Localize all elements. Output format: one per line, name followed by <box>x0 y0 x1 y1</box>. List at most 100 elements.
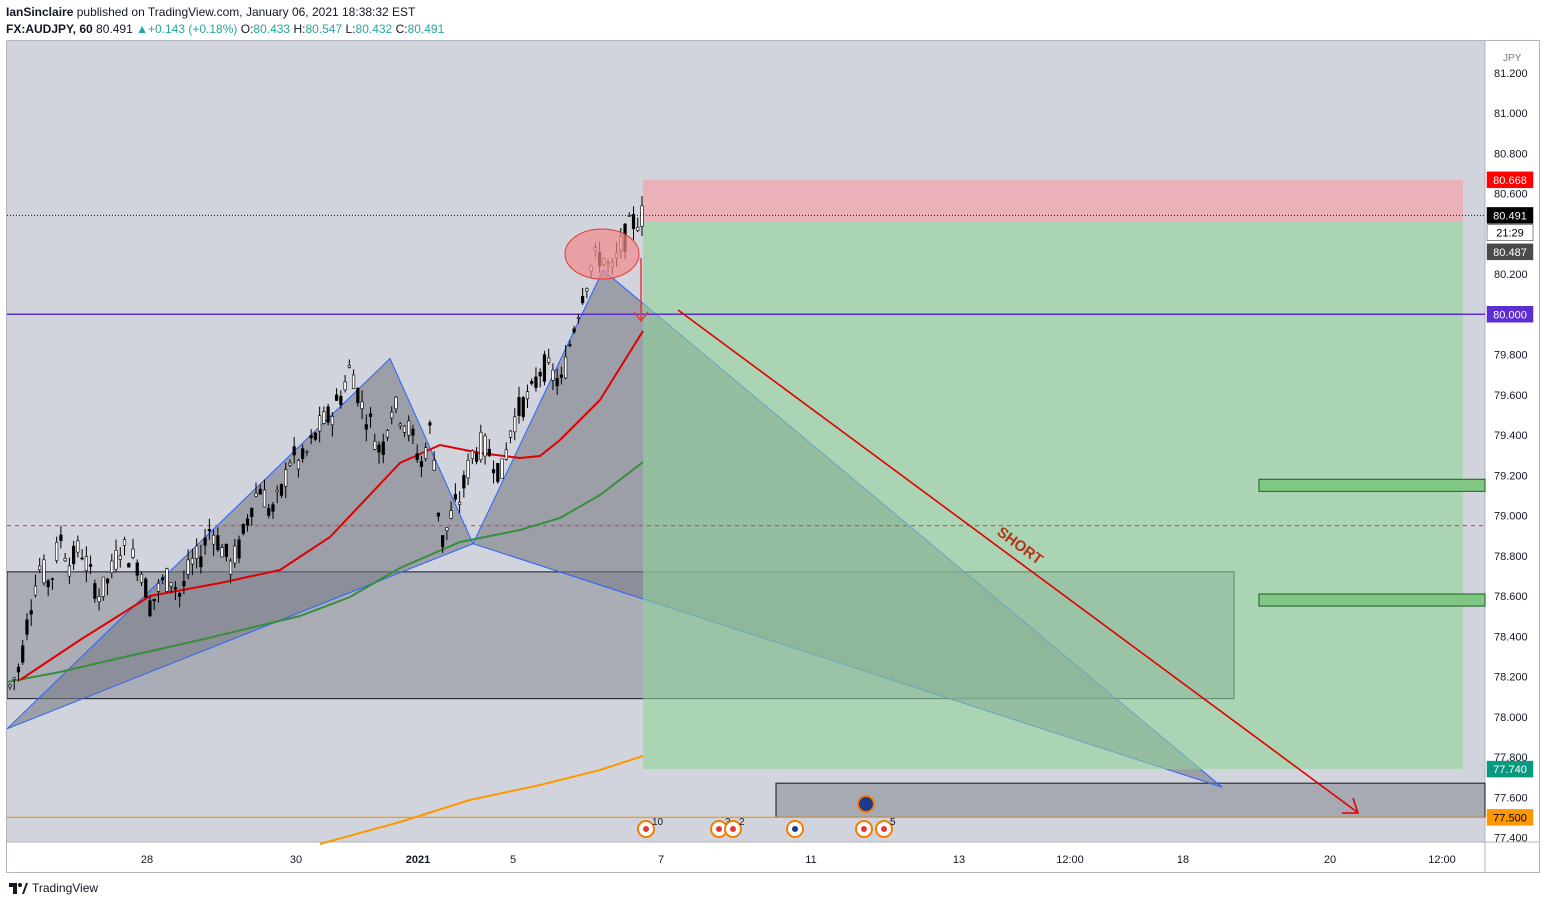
price-tick-label: 79.600 <box>1494 390 1528 402</box>
candle-body <box>462 474 466 489</box>
candle-body <box>220 547 224 558</box>
event-marker-4 <box>786 820 804 838</box>
time-tick-label: 18 <box>1177 854 1189 866</box>
flag-icon <box>730 826 736 832</box>
tradingview-footer[interactable]: TradingView <box>8 881 98 895</box>
candle-body <box>76 540 80 553</box>
candle-body <box>479 431 483 461</box>
candle-body <box>364 424 368 430</box>
candle-body <box>466 459 470 479</box>
candle-body <box>313 432 317 440</box>
event-marker-3: 2 <box>724 817 745 838</box>
candle-body <box>581 295 585 304</box>
short-projection-line <box>677 309 1358 813</box>
time-tick-label: 28 <box>141 854 153 866</box>
up-arrow-icon: ▲ <box>136 22 148 36</box>
candle-body <box>428 422 432 426</box>
candle-body <box>538 371 542 377</box>
au-flag-icon <box>857 795 875 813</box>
candle-body <box>25 619 29 635</box>
time-tick-label: 20 <box>1324 854 1336 866</box>
candle-body <box>101 576 105 597</box>
candle-body <box>148 600 152 617</box>
price-tag-label: 21:29 <box>1496 228 1524 240</box>
candle-body <box>12 677 16 680</box>
candle-body <box>491 469 496 474</box>
high-value: 80.547 <box>305 22 343 36</box>
time-tick-label: 30 <box>290 854 302 866</box>
candle-body <box>343 381 347 391</box>
open-label: O: <box>240 22 254 36</box>
price-tag: 80.000 <box>1486 306 1534 323</box>
author-name[interactable]: IanSinclaire <box>6 5 74 19</box>
candle-body <box>330 416 334 426</box>
time-tick-label: 2021 <box>406 854 430 866</box>
last-price: 80.491 <box>96 22 133 36</box>
candle-body <box>521 397 525 418</box>
event-marker-count: 2 <box>739 817 745 828</box>
flag-icon <box>881 826 887 832</box>
time-tick-label: 12:00 <box>1056 854 1084 866</box>
candle-body <box>173 587 178 590</box>
candle-body <box>309 435 313 439</box>
candle-body <box>67 565 71 577</box>
candle-body <box>436 512 441 517</box>
price-tick-label: 80.600 <box>1494 189 1528 201</box>
candle-body <box>224 543 228 557</box>
target-box-2 <box>1258 593 1486 607</box>
close-label: C: <box>395 22 408 36</box>
candle-body <box>335 394 339 401</box>
price-tick-label: 78.400 <box>1494 631 1528 643</box>
candle-body <box>474 453 479 462</box>
symbol-label[interactable]: FX:AUDJPY, 60 <box>6 22 93 36</box>
lower-zone-box <box>775 782 1486 818</box>
price-tag-bg <box>1486 224 1534 241</box>
peak-highlight-ellipse <box>564 228 640 280</box>
candle-body <box>72 545 76 565</box>
price-tick-label: 80.800 <box>1494 148 1528 160</box>
candle-body <box>381 441 385 456</box>
candle-body <box>237 539 241 559</box>
candle-body <box>296 459 301 470</box>
price-tag-bg <box>1486 306 1534 323</box>
candle-body <box>284 469 288 487</box>
candle-body <box>339 395 343 406</box>
candle-body <box>42 559 46 584</box>
price-tag-label: 80.668 <box>1493 175 1527 187</box>
candle-body <box>305 450 309 453</box>
candle-body <box>33 585 38 596</box>
candle-body <box>508 430 513 438</box>
candle-body <box>262 489 267 508</box>
price-tick-label: 81.000 <box>1494 108 1528 120</box>
candle-body <box>351 374 356 389</box>
price-tick-label: 78.200 <box>1494 672 1528 684</box>
tradingview-brand: TradingView <box>32 881 99 895</box>
price-tag: 77.740 <box>1486 760 1534 778</box>
price-tick-label: 79.200 <box>1494 470 1528 482</box>
candle-body <box>453 494 457 500</box>
candle-body <box>500 458 504 479</box>
candle-body <box>267 507 271 516</box>
candle-body <box>398 423 402 426</box>
candle-body <box>631 214 636 229</box>
price-tag-label: 80.487 <box>1493 247 1527 259</box>
price-tick-label: 79.000 <box>1494 511 1528 523</box>
candle-body <box>390 411 394 419</box>
price-tick-label: 80.200 <box>1494 269 1528 281</box>
candles <box>8 196 644 691</box>
candle-body <box>207 529 211 532</box>
time-tick-label: 7 <box>658 854 664 866</box>
open-value: 80.433 <box>253 22 291 36</box>
candle-body <box>139 573 144 583</box>
candle-body <box>360 401 364 409</box>
candle-body <box>186 559 190 575</box>
candle-body <box>144 578 148 598</box>
price-tag-label: 77.740 <box>1493 764 1527 776</box>
close-value: 80.491 <box>407 22 445 36</box>
candle-body <box>190 557 194 565</box>
price-tag-bg <box>1486 760 1534 778</box>
candle-body <box>385 430 390 438</box>
candle-body <box>377 444 381 453</box>
flag-icon <box>716 826 722 832</box>
